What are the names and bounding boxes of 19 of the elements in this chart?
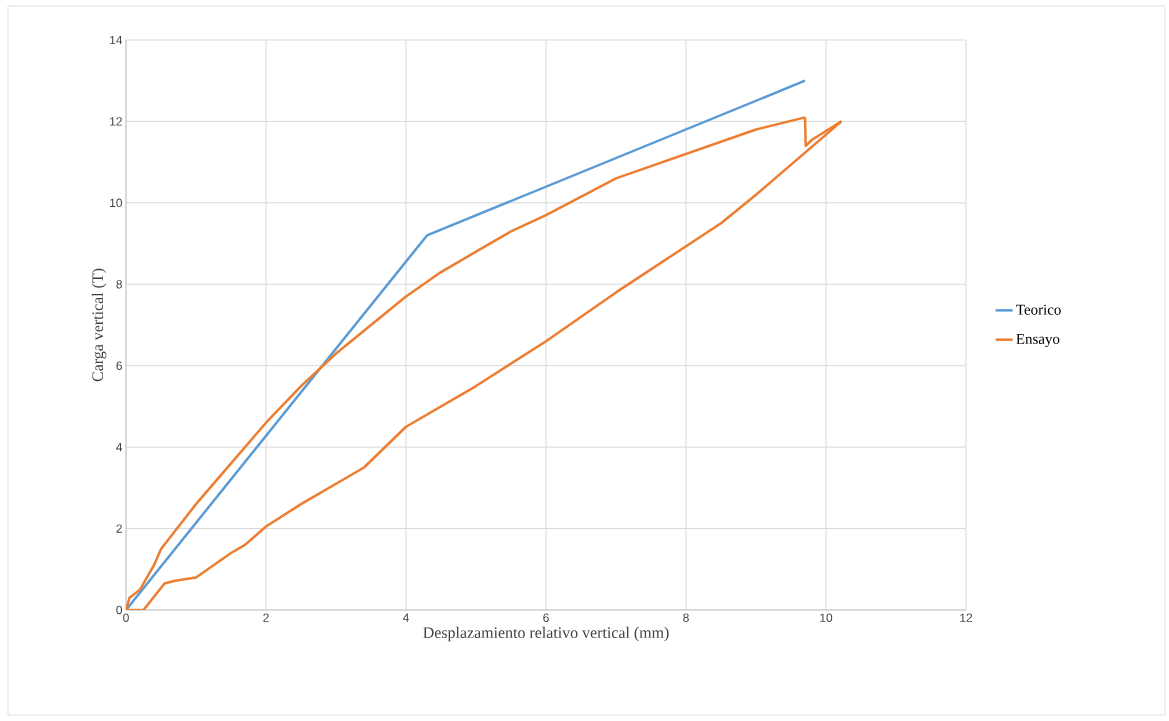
x-tick-label: 8 bbox=[683, 613, 689, 622]
y-tick-label: 12 bbox=[110, 117, 122, 126]
y-axis-title: Carga vertical (T) bbox=[91, 268, 107, 382]
x-tick-label: 4 bbox=[402, 613, 409, 622]
y-tick-label: 6 bbox=[116, 361, 122, 370]
x-axis-title: Desplazamiento relativo vertical (mm) bbox=[423, 626, 669, 642]
x-tick-label: 12 bbox=[960, 613, 973, 622]
y-tick-label: 4 bbox=[116, 443, 123, 452]
y-tick-label: 14 bbox=[110, 35, 123, 45]
y-tick-label: 2 bbox=[116, 524, 122, 533]
x-tick-label: 0 bbox=[123, 613, 129, 622]
x-tick-label: 2 bbox=[263, 613, 269, 622]
legend-label: Teorico bbox=[1016, 304, 1061, 315]
y-tick-label: 8 bbox=[116, 280, 122, 289]
x-tick-label: 10 bbox=[820, 613, 833, 622]
x-tick-label: 6 bbox=[543, 613, 549, 622]
y-tick-label: 10 bbox=[110, 198, 123, 208]
legend-label: Ensayo bbox=[1016, 334, 1060, 348]
y-tick-label: 0 bbox=[116, 605, 123, 615]
